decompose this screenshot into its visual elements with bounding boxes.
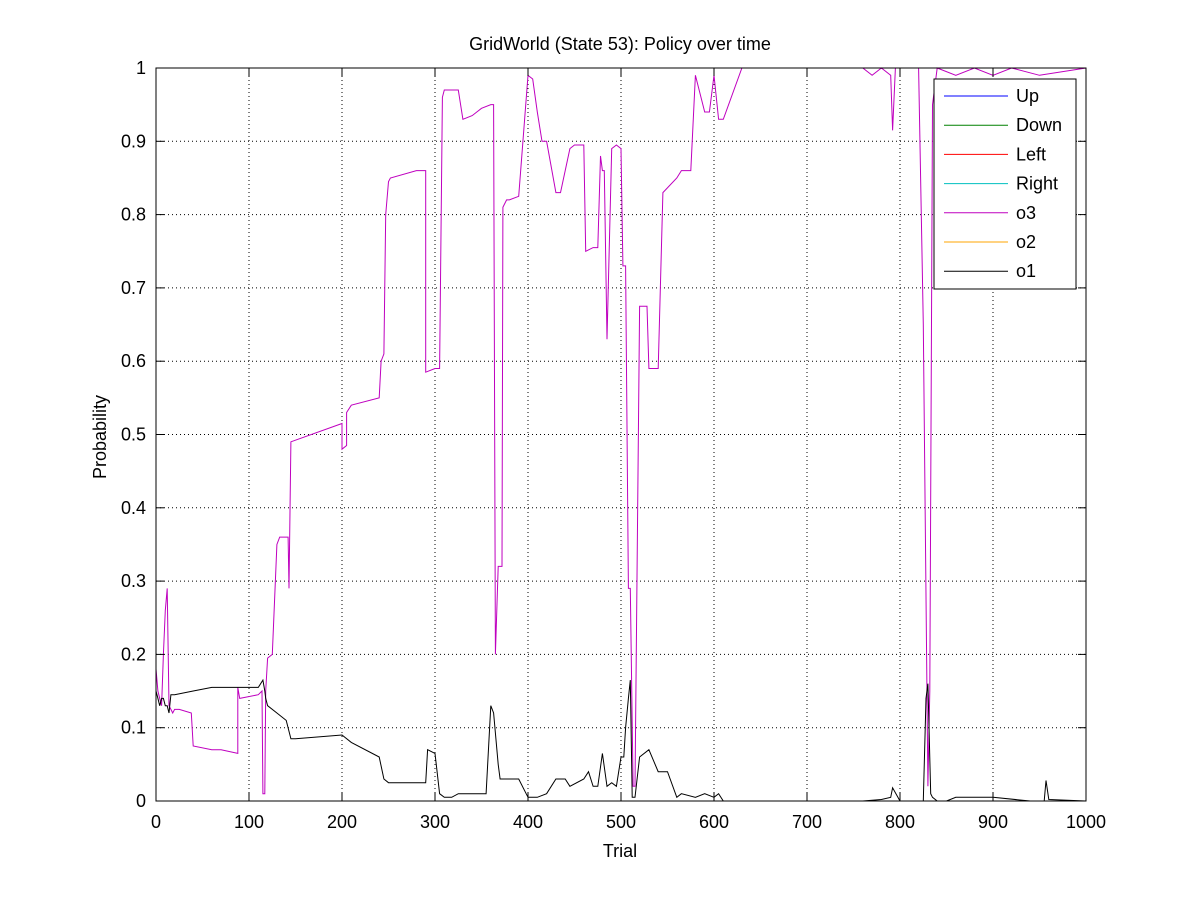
y-tick-label: 0.7 (121, 278, 146, 298)
series-line-o1 (155, 678, 1087, 802)
y-tick-label: 0.2 (121, 644, 146, 664)
y-axis-label: Probability (90, 395, 110, 479)
series-line-o3 (155, 67, 1087, 795)
x-tick-label: 1000 (1066, 812, 1106, 832)
y-tick-label: 0.3 (121, 571, 146, 591)
x-tick-label: 700 (792, 812, 822, 832)
y-tick-label: 0.5 (121, 425, 146, 445)
x-axis-label: Trial (603, 841, 637, 861)
grid (156, 68, 1086, 801)
x-tick-label: 600 (699, 812, 729, 832)
x-tick-label: 300 (420, 812, 450, 832)
series-layer (155, 67, 1087, 802)
x-tick-label: 400 (513, 812, 543, 832)
y-tick-label: 0.9 (121, 131, 146, 151)
y-tick-label: 0.6 (121, 351, 146, 371)
x-tick-label: 800 (885, 812, 915, 832)
legend-label: Down (1016, 115, 1062, 135)
y-tick-label: 0 (136, 791, 146, 811)
legend-label: o3 (1016, 203, 1036, 223)
legend-label: o1 (1016, 261, 1036, 281)
y-tick-label: 1 (136, 58, 146, 78)
x-tick-label: 900 (978, 812, 1008, 832)
chart-title: GridWorld (State 53): Policy over time (469, 34, 771, 54)
legend-label: Up (1016, 86, 1039, 106)
x-tick-label: 500 (606, 812, 636, 832)
legend-label: o2 (1016, 232, 1036, 252)
x-tick-label: 100 (234, 812, 264, 832)
legend: Up Down Left Right o3 o2 o1 (933, 78, 1077, 290)
x-tick-label: 200 (327, 812, 357, 832)
y-tick-label: 0.4 (121, 498, 146, 518)
legend-label: Left (1016, 144, 1046, 164)
ticks: 0 100 200 300 400 500 600 700 800 900 1000 0 0.1 0.2 0… (121, 58, 1106, 832)
y-tick-label: 0.1 (121, 718, 146, 738)
legend-label: Right (1016, 174, 1058, 194)
x-tick-label: 0 (151, 812, 161, 832)
y-tick-label: 0.8 (121, 205, 146, 225)
